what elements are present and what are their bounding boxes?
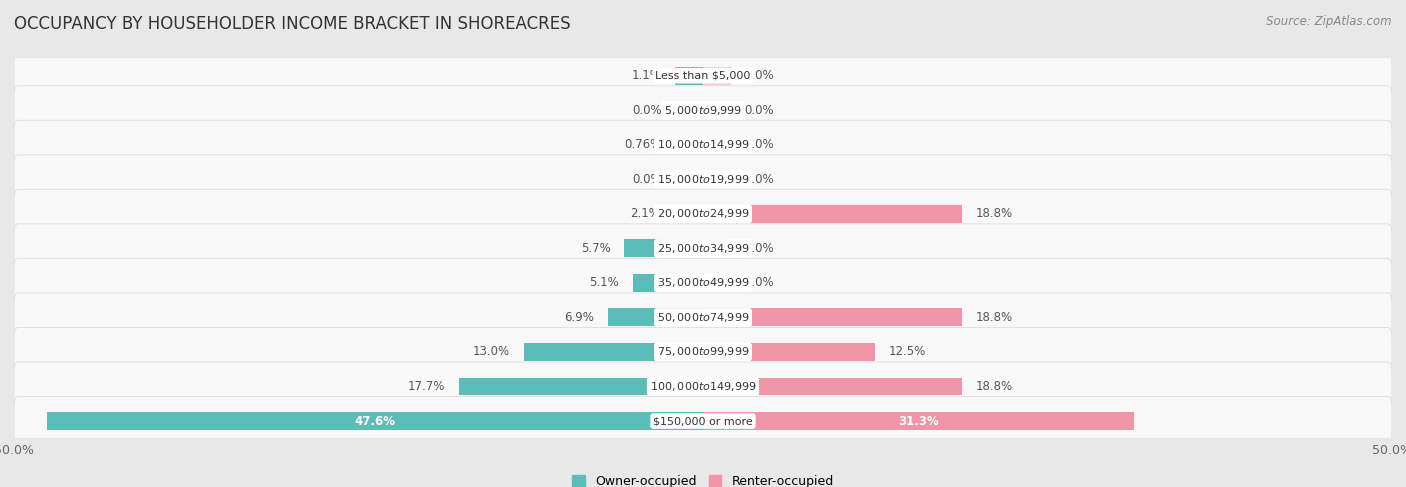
FancyBboxPatch shape [14,259,1392,307]
Bar [624,240,703,257]
Text: Less than $5,000: Less than $5,000 [655,71,751,81]
Bar [703,170,731,188]
Text: 0.0%: 0.0% [744,69,773,82]
Bar [703,136,731,154]
Text: 0.0%: 0.0% [744,277,773,289]
Text: 5.1%: 5.1% [589,277,619,289]
Bar [703,412,1135,430]
Text: 31.3%: 31.3% [898,414,939,428]
FancyBboxPatch shape [14,327,1392,376]
Text: 17.7%: 17.7% [408,380,446,393]
Text: 47.6%: 47.6% [354,414,395,428]
FancyBboxPatch shape [14,396,1392,446]
Bar [703,274,731,292]
FancyBboxPatch shape [14,189,1392,238]
Bar [703,205,962,223]
Text: 18.8%: 18.8% [976,207,1012,220]
Legend: Owner-occupied, Renter-occupied: Owner-occupied, Renter-occupied [568,470,838,487]
Bar [675,136,703,154]
Text: 2.1%: 2.1% [630,207,661,220]
Bar [607,308,703,326]
Text: $35,000 to $49,999: $35,000 to $49,999 [657,277,749,289]
FancyBboxPatch shape [14,224,1392,273]
Bar [633,274,703,292]
Bar [675,67,703,85]
Text: $75,000 to $99,999: $75,000 to $99,999 [657,345,749,358]
Bar [703,67,731,85]
Text: 0.0%: 0.0% [744,242,773,255]
Text: $25,000 to $34,999: $25,000 to $34,999 [657,242,749,255]
Text: 0.0%: 0.0% [744,138,773,151]
FancyBboxPatch shape [14,86,1392,135]
Text: 18.8%: 18.8% [976,380,1012,393]
Text: Source: ZipAtlas.com: Source: ZipAtlas.com [1267,15,1392,28]
FancyBboxPatch shape [14,155,1392,204]
FancyBboxPatch shape [14,362,1392,411]
Bar [675,101,703,119]
Text: $100,000 to $149,999: $100,000 to $149,999 [650,380,756,393]
Text: 0.76%: 0.76% [624,138,662,151]
Text: OCCUPANCY BY HOUSEHOLDER INCOME BRACKET IN SHOREACRES: OCCUPANCY BY HOUSEHOLDER INCOME BRACKET … [14,15,571,33]
Text: 18.8%: 18.8% [976,311,1012,324]
Text: 1.1%: 1.1% [631,69,662,82]
Text: $15,000 to $19,999: $15,000 to $19,999 [657,173,749,186]
FancyBboxPatch shape [14,293,1392,342]
Bar [703,308,962,326]
Text: 13.0%: 13.0% [472,345,510,358]
Bar [703,101,731,119]
Text: $150,000 or more: $150,000 or more [654,416,752,426]
Text: $5,000 to $9,999: $5,000 to $9,999 [664,104,742,117]
Bar [703,377,962,395]
Text: 0.0%: 0.0% [744,173,773,186]
Bar [673,205,703,223]
Bar [675,170,703,188]
Bar [48,412,703,430]
Bar [460,377,703,395]
Text: 0.0%: 0.0% [633,104,662,117]
Text: 12.5%: 12.5% [889,345,927,358]
Bar [524,343,703,361]
Bar [703,240,731,257]
Text: $20,000 to $24,999: $20,000 to $24,999 [657,207,749,220]
Text: $50,000 to $74,999: $50,000 to $74,999 [657,311,749,324]
Text: $10,000 to $14,999: $10,000 to $14,999 [657,138,749,151]
Bar [703,343,875,361]
FancyBboxPatch shape [14,51,1392,100]
Text: 6.9%: 6.9% [564,311,595,324]
Text: 0.0%: 0.0% [633,173,662,186]
FancyBboxPatch shape [14,120,1392,169]
Text: 5.7%: 5.7% [581,242,610,255]
Text: 0.0%: 0.0% [744,104,773,117]
